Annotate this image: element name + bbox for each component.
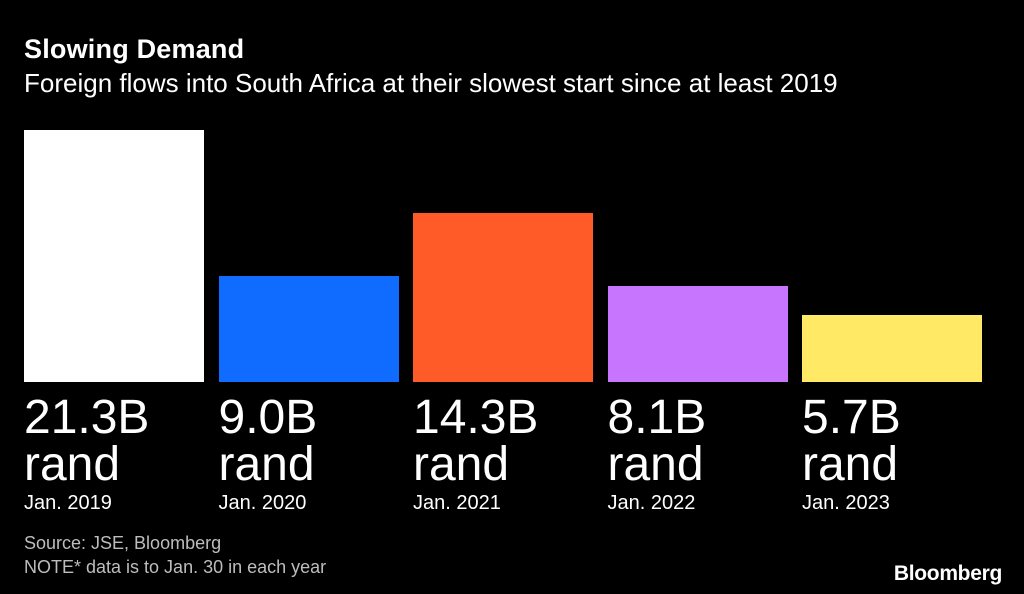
bar-value-label: 14.3B (413, 391, 539, 444)
category-label: Jan. 2021 (413, 492, 501, 514)
bar-2019 (24, 130, 204, 382)
chart-subtitle: Foreign flows into South Africa at their… (24, 68, 838, 98)
chart-title: Slowing Demand (24, 34, 245, 64)
bar-2023 (802, 314, 982, 382)
bar-2021 (413, 212, 593, 382)
bar-unit-label: rand (413, 438, 510, 491)
category-label: Jan. 2019 (24, 492, 112, 514)
bar-2022 (607, 286, 788, 382)
bar-value-label: 8.1B (607, 391, 707, 444)
bar-2020 (218, 275, 399, 382)
bar-label-group: 5.7B rand Jan. 2023 (802, 394, 1002, 516)
source-note: Source: JSE, Bloomberg NOTE* data is to … (24, 531, 326, 579)
bar-unit-label: rand (802, 438, 899, 491)
category-label: Jan. 2022 (607, 492, 696, 514)
bloomberg-logo: Bloomberg (893, 562, 1002, 585)
bar-value-label: 5.7B (802, 391, 901, 444)
bar-unit-label: rand (24, 438, 121, 491)
category-label: Jan. 2023 (802, 492, 890, 514)
bar-unit-label: rand (607, 438, 704, 491)
bar-unit-label: rand (218, 438, 315, 491)
bar-label-group: 9.0B rand Jan. 2020 (219, 394, 419, 516)
bar-label-group: 8.1B rand Jan. 2022 (608, 394, 808, 516)
bar-label-group: 21.3B rand Jan. 2019 (24, 394, 224, 516)
source-text: Source: JSE, Bloomberg (24, 533, 222, 553)
category-label: Jan. 2020 (218, 492, 307, 514)
bar-label-group: 14.3B rand Jan. 2021 (413, 394, 613, 516)
note-text: NOTE* data is to Jan. 30 in each year (24, 557, 327, 577)
bar-value-label: 9.0B (218, 391, 318, 444)
bar-value-label: 21.3B (24, 391, 150, 444)
